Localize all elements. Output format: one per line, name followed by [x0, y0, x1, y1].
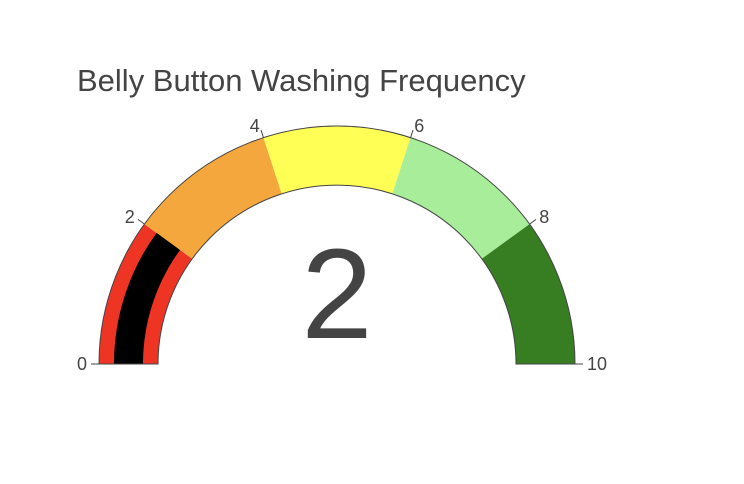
- gauge-bar-layer: [113, 232, 181, 364]
- gauge-tick-mark-3: [410, 129, 414, 138]
- gauge-step-4: [481, 224, 575, 364]
- gauge-tick-label-5: 10: [587, 354, 607, 374]
- gauge-tick-label-4: 8: [539, 207, 549, 227]
- chart-title: Belly Button Washing Frequency: [77, 63, 526, 98]
- gauge-tick-label-3: 6: [414, 116, 424, 136]
- gauge-ticks: 0 2 4 6 8 10: [77, 116, 607, 374]
- gauge-step-2: [263, 126, 411, 194]
- gauge-tick-mark-1: [137, 218, 145, 225]
- gauge-tick-mark-2: [260, 129, 264, 138]
- gauge-tick-label-0: 0: [77, 354, 87, 374]
- gauge-value: 2: [301, 223, 372, 366]
- gauge-step-3: [392, 137, 530, 259]
- gauge-tick-mark-4: [529, 218, 537, 225]
- gauge-value-bar: [113, 232, 181, 364]
- gauge-step-1: [144, 137, 282, 259]
- gauge-outline-layer: [98, 125, 576, 365]
- gauge-tick-label-2: 4: [250, 116, 260, 136]
- gauge-outline: [98, 125, 576, 365]
- gauge-tick-label-1: 2: [125, 207, 135, 227]
